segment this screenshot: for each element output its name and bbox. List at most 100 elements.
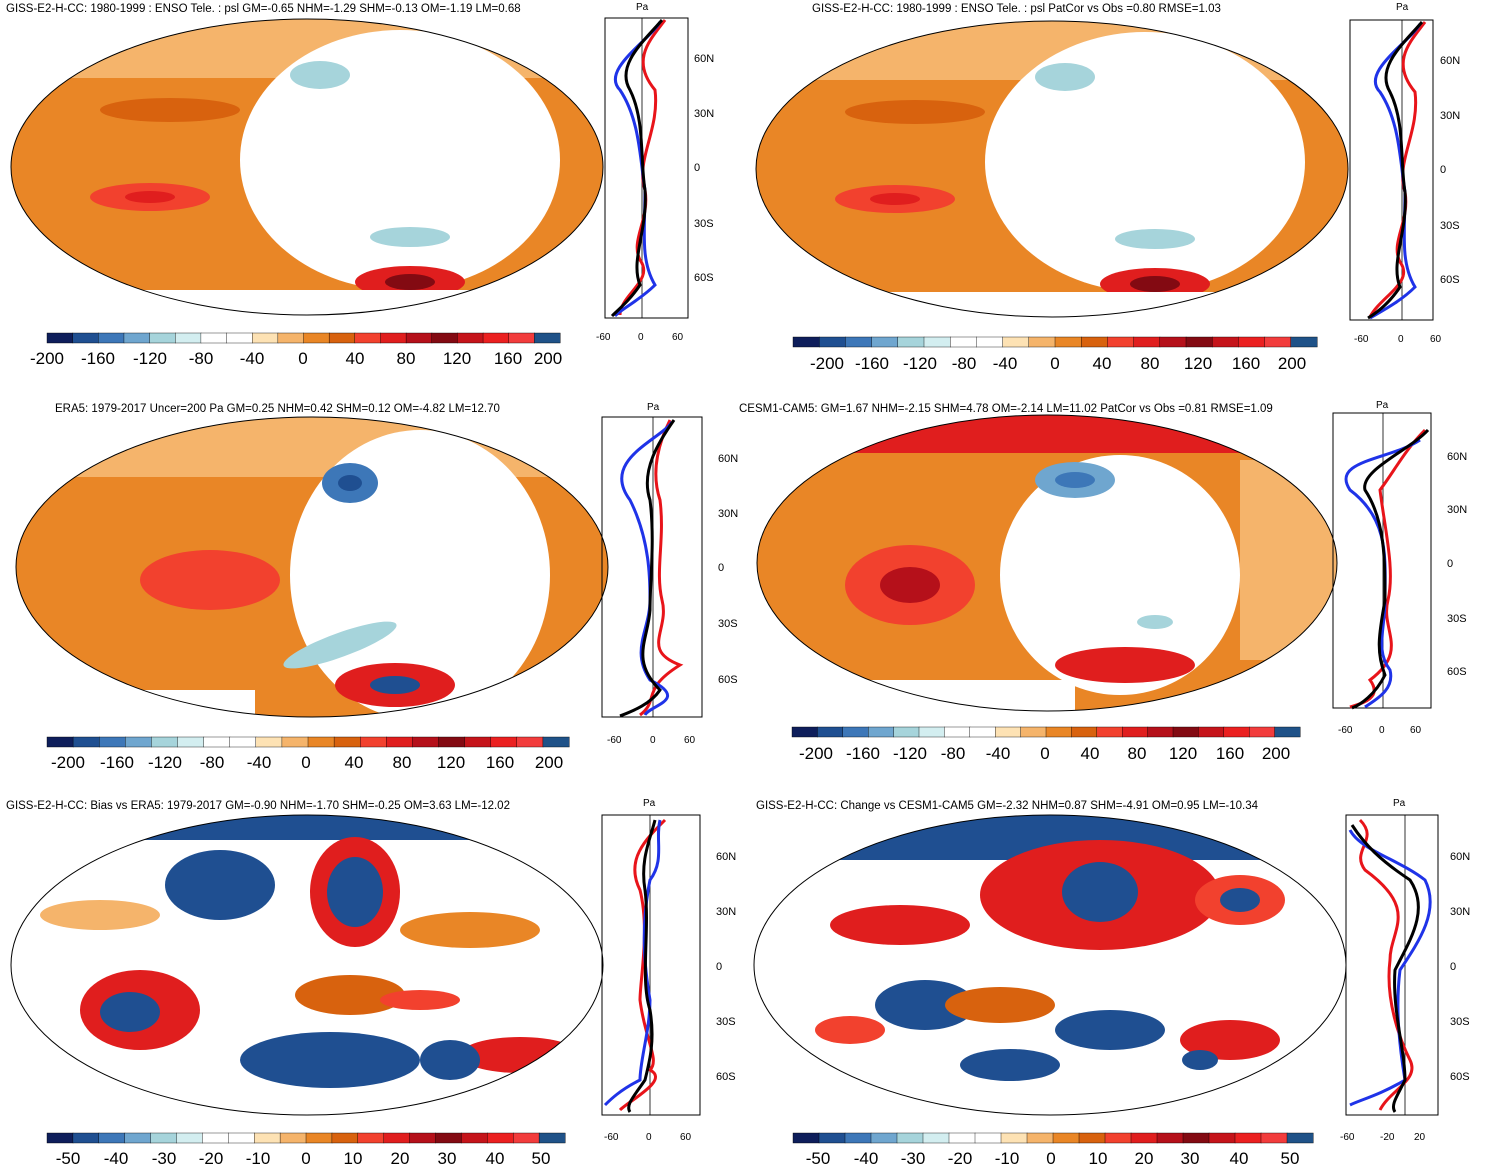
colorbar-swatch bbox=[98, 736, 126, 748]
colorbar-swatch bbox=[1159, 336, 1187, 348]
colorbar-swatch bbox=[72, 332, 99, 344]
colorbar-swatch bbox=[72, 736, 100, 748]
lat-tick: 60N bbox=[716, 851, 736, 863]
colorbar-label: 50 bbox=[1281, 1149, 1300, 1167]
colorbar-label: -160 bbox=[855, 354, 889, 373]
panel-title: ERA5: 1979-2017 Uncer=200 Pa GM=0.25 NHM… bbox=[55, 403, 500, 415]
colorbar-swatch bbox=[46, 736, 74, 748]
colorbar-swatch bbox=[819, 336, 846, 348]
colorbar-label: 40 bbox=[1230, 1149, 1249, 1167]
colorbar-swatch bbox=[923, 336, 951, 348]
colorbar-swatch bbox=[1121, 726, 1149, 738]
colorbar-swatch bbox=[464, 736, 492, 748]
colorbar-label: 0 bbox=[298, 349, 307, 368]
profile-black bbox=[1350, 824, 1420, 1113]
colorbar bbox=[791, 726, 1301, 738]
panel-3: ERA5: 1979-2017 Uncer=200 Pa GM=0.25 NHM… bbox=[15, 402, 738, 772]
zonal-profile: Pa 60N 30N 0 30S 60S -60 0 60 bbox=[596, 2, 714, 343]
colorbar-swatch bbox=[893, 726, 920, 738]
colorbar bbox=[46, 736, 570, 748]
colorbar-label: -30 bbox=[901, 1149, 926, 1167]
units-label: Pa bbox=[1396, 2, 1409, 13]
x-tick: -60 bbox=[1340, 1132, 1355, 1143]
colorbar-swatch bbox=[976, 336, 1004, 348]
x-tick: -60 bbox=[596, 332, 611, 343]
colorbar-label: -40 bbox=[854, 1149, 879, 1167]
colorbar-swatch bbox=[457, 332, 484, 344]
colorbar-swatch bbox=[516, 736, 544, 748]
colorbar-swatch bbox=[1133, 336, 1161, 348]
colorbar-swatch bbox=[125, 736, 152, 748]
colorbar-label: -40 bbox=[986, 744, 1011, 763]
lat-tick: 60N bbox=[1447, 451, 1467, 463]
colorbar-swatch bbox=[1107, 336, 1135, 348]
colorbar-label: -20 bbox=[948, 1149, 973, 1167]
colorbar-labels: -200 -160 -120 -80 -40 0 40 80 120 160 2… bbox=[51, 753, 563, 772]
colorbar-swatch bbox=[253, 1132, 281, 1144]
lat-tick: 60S bbox=[1450, 1071, 1470, 1083]
colorbar-swatch bbox=[151, 736, 178, 748]
colorbar-swatch bbox=[226, 332, 253, 344]
colorbar-swatch bbox=[1078, 1132, 1106, 1144]
lat-tick: 30N bbox=[694, 108, 714, 120]
lat-tick: 0 bbox=[716, 961, 722, 973]
colorbar-swatch bbox=[277, 332, 305, 344]
units-label: Pa bbox=[647, 402, 660, 413]
colorbar-swatch bbox=[251, 332, 279, 344]
colorbar-label: -40 bbox=[247, 753, 272, 772]
colorbar-swatch bbox=[948, 1132, 976, 1144]
colorbar-swatch bbox=[177, 736, 205, 748]
colorbar-label: -200 bbox=[810, 354, 844, 373]
x-tick: -60 bbox=[1338, 725, 1353, 736]
colorbar-swatch bbox=[255, 736, 283, 748]
colorbar-label: 160 bbox=[1216, 744, 1244, 763]
colorbar-swatch bbox=[1234, 1132, 1262, 1144]
zonal-profile: Pa 60N 30N 0 30S 60S -60 -20 20 bbox=[1340, 798, 1470, 1143]
colorbar-swatch bbox=[1052, 1132, 1080, 1144]
colorbar-swatch bbox=[995, 726, 1022, 738]
lat-tick: 0 bbox=[694, 162, 700, 174]
colorbar-swatch bbox=[98, 332, 125, 344]
colorbar-swatch bbox=[817, 726, 844, 738]
colorbar-label: -120 bbox=[903, 354, 937, 373]
colorbar-swatch bbox=[513, 1132, 540, 1144]
x-tick: 0 bbox=[638, 332, 644, 343]
colorbar-label: 20 bbox=[1135, 1149, 1154, 1167]
profile-blue bbox=[1369, 23, 1422, 320]
colorbar-swatch bbox=[844, 1132, 872, 1144]
colorbar-label: 30 bbox=[1181, 1149, 1200, 1167]
colorbar-label: 80 bbox=[397, 349, 416, 368]
colorbar-swatch bbox=[305, 1132, 333, 1144]
colorbar-swatch bbox=[490, 736, 518, 748]
colorbar-swatch bbox=[1260, 1132, 1288, 1144]
colorbar-swatch bbox=[150, 1132, 178, 1144]
colorbar-label: -50 bbox=[56, 1149, 81, 1167]
x-tick: -20 bbox=[1380, 1132, 1395, 1143]
colorbar-swatch bbox=[944, 726, 971, 738]
colorbar-swatch bbox=[176, 1132, 203, 1144]
colorbar-swatch bbox=[974, 1132, 1002, 1144]
colorbar-label: -10 bbox=[246, 1149, 271, 1167]
x-tick: 60 bbox=[672, 332, 684, 343]
lat-tick: 60N bbox=[718, 453, 738, 465]
colorbar-swatch bbox=[487, 1132, 514, 1144]
colorbar-label: 200 bbox=[535, 753, 563, 772]
colorbar-swatch bbox=[303, 332, 330, 344]
lat-tick: 0 bbox=[1447, 558, 1453, 570]
profile-black bbox=[619, 419, 676, 718]
colorbar-label: 40 bbox=[345, 753, 364, 772]
colorbar-swatch bbox=[360, 736, 387, 748]
colorbar-label: -160 bbox=[100, 753, 134, 772]
colorbar-swatch bbox=[357, 1132, 385, 1144]
colorbar-label: 0 bbox=[301, 1149, 310, 1167]
zonal-profile: Pa 60N 30N 0 30S 60S -60 0 60 bbox=[1332, 400, 1467, 736]
colorbar-label: -120 bbox=[133, 349, 167, 368]
map bbox=[756, 21, 1348, 317]
colorbar-swatch bbox=[1238, 336, 1266, 348]
colorbar-label: -80 bbox=[200, 753, 225, 772]
x-tick: 60 bbox=[684, 735, 696, 746]
colorbar-label: 80 bbox=[393, 753, 412, 772]
x-tick: -60 bbox=[604, 1132, 619, 1143]
panel-1: GISS-E2-H-CC: 1980-1999 : ENSO Tele. : p… bbox=[6, 2, 714, 368]
lat-tick: 30S bbox=[1447, 613, 1467, 625]
